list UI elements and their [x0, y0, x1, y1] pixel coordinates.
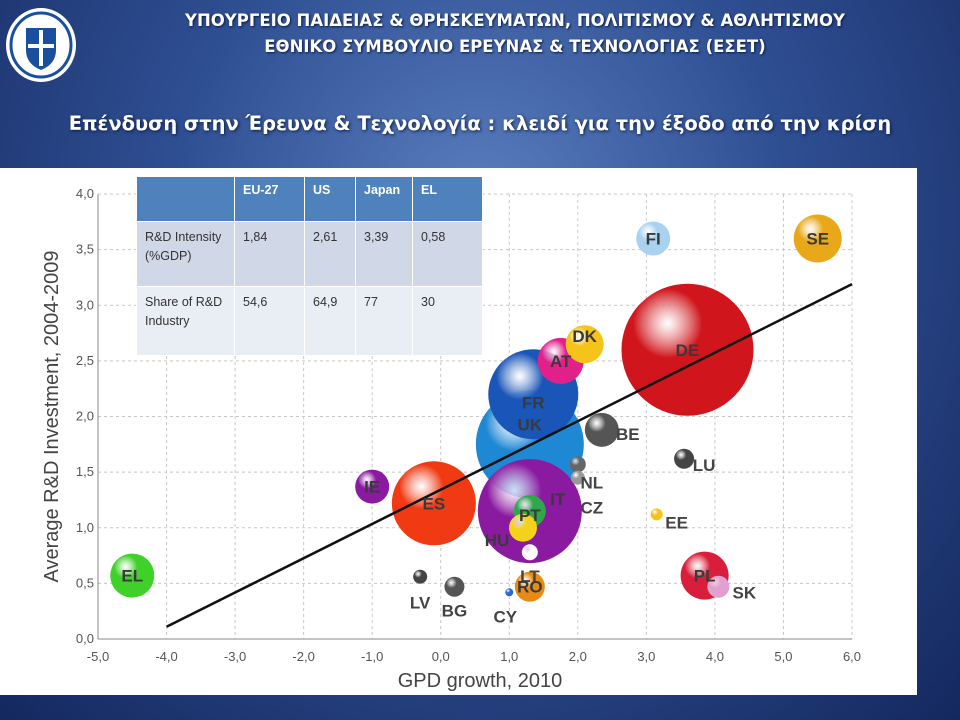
data-label-bg: BG	[442, 602, 468, 621]
x-tick-label: 6,0	[843, 649, 861, 664]
table-header-cell: EL	[412, 176, 483, 222]
data-label-lv: LV	[410, 594, 431, 613]
x-tick-label: -4,0	[155, 649, 177, 664]
x-tick-label: 0,0	[432, 649, 450, 664]
x-tick-label: -5,0	[87, 649, 109, 664]
x-tick-label: 2,0	[569, 649, 587, 664]
data-label-hu: HU	[485, 531, 510, 550]
bubble-hu	[508, 513, 537, 542]
bubble-cz	[570, 470, 585, 485]
bubble-ee	[650, 508, 663, 521]
table-row: Share of R&D Industry 54,6 64,9 77 30	[136, 286, 483, 356]
slide-title: Επένδυση στην Έρευνα & Τεχνολογία : κλει…	[68, 112, 892, 135]
data-label-el: EL	[121, 567, 143, 586]
bubble-el	[110, 553, 155, 598]
data-label-sk: SK	[733, 584, 757, 603]
data-label-pt: PT	[519, 506, 541, 525]
table-cell: 3,39	[355, 221, 413, 287]
data-label-ro: RO	[517, 578, 543, 597]
row-label: R&D Intensity (%GDP)	[136, 221, 235, 287]
data-label-it: IT	[550, 490, 566, 509]
rd-comparison-table: EU-27 US Japan EL R&D Intensity (%GDP) 1…	[136, 176, 483, 356]
x-tick-label: 5,0	[774, 649, 792, 664]
table-header-cell: US	[304, 176, 356, 222]
table-header-cell	[136, 176, 235, 222]
data-label-nl: NL	[580, 473, 603, 492]
bubble-ie	[355, 469, 390, 504]
x-tick-label: -1,0	[361, 649, 383, 664]
x-tick-label: 4,0	[706, 649, 724, 664]
ministry-header: ΥΠΟΥΡΓΕΙΟ ΠΑΙΔΕΙΑΣ & ΘΡΗΣΚΕΥΜΑΤΩΝ, ΠΟΛΙΤ…	[90, 8, 940, 60]
table-cell: 64,9	[304, 286, 356, 356]
data-label-dk: DK	[572, 327, 597, 346]
table-cell: 54,6	[234, 286, 305, 356]
y-tick-label: 1,0	[76, 520, 94, 535]
data-label-at: AT	[550, 352, 572, 371]
bubble-be	[584, 412, 619, 447]
data-label-ie: IE	[364, 478, 380, 497]
data-label-uk: UK	[518, 415, 543, 434]
y-tick-label: 1,5	[76, 464, 94, 479]
y-tick-label: 4,0	[76, 186, 94, 201]
header-line-1: ΥΠΟΥΡΓΕΙΟ ΠΑΙΔΕΙΑΣ & ΘΡΗΣΚΕΥΜΑΤΩΝ, ΠΟΛΙΤ…	[185, 11, 845, 30]
y-tick-label: 3,0	[76, 297, 94, 312]
data-label-es: ES	[423, 494, 446, 513]
data-label-fr: FR	[522, 393, 545, 412]
data-label-de: DE	[676, 341, 700, 360]
bubble-sk	[707, 575, 730, 598]
data-label-cy: CY	[493, 607, 517, 626]
row-label: Share of R&D Industry	[136, 286, 235, 356]
y-tick-label: 2,5	[76, 353, 94, 368]
table-cell: 2,61	[304, 221, 356, 287]
header-line-2: ΕΘΝΙΚΟ ΣΥΜΒΟΥΛΙΟ ΕΡΕΥΝΑΣ & ΤΕΧΝΟΛΟΓΙΑΣ (…	[264, 37, 766, 56]
table-row: R&D Intensity (%GDP) 1,84 2,61 3,39 0,58	[136, 221, 483, 287]
bubble-lv	[413, 569, 428, 584]
bubble-cy	[505, 588, 514, 597]
data-label-be: BE	[616, 425, 640, 444]
data-label-lt: LT	[520, 567, 540, 586]
bubble-lu	[674, 448, 695, 469]
x-tick-label: 3,0	[637, 649, 655, 664]
table-header-row: EU-27 US Japan EL	[136, 176, 483, 222]
y-tick-label: 0,5	[76, 575, 94, 590]
bubble-bg	[444, 576, 465, 597]
greek-state-seal-logo	[4, 6, 78, 84]
y-axis-label: Average R&D Investment, 2004-2009	[41, 250, 63, 582]
table-cell: 77	[355, 286, 413, 356]
y-tick-label: 0,0	[76, 631, 94, 646]
data-label-ee: EE	[665, 513, 688, 532]
x-tick-label: 1,0	[500, 649, 518, 664]
trend-line	[165, 282, 853, 628]
bubble-lt	[521, 544, 538, 561]
x-tick-label: -2,0	[292, 649, 314, 664]
x-axis-label: GPD growth, 2010	[398, 670, 563, 692]
table-cell: 1,84	[234, 221, 305, 287]
table-header-cell: Japan	[355, 176, 413, 222]
y-tick-label: 2,0	[76, 409, 94, 424]
bubble-se	[793, 214, 842, 263]
data-label-se: SE	[806, 230, 829, 249]
table-cell: 30	[412, 286, 483, 356]
data-label-lu: LU	[693, 456, 716, 475]
bubble-fi	[636, 221, 671, 256]
bubble-chart: -5,0 -4,0 -3,0 -2,0 -1,0 0,0 1,0 2,0 3,0 4,0 5,0 6,…	[41, 186, 861, 692]
x-tick-label: -3,0	[224, 649, 246, 664]
bubble-ro	[514, 571, 545, 602]
table-cell: 0,58	[412, 221, 483, 287]
bubble-nl	[569, 456, 586, 473]
data-label-cz: CZ	[580, 499, 603, 518]
data-label-fi: FI	[646, 230, 661, 249]
y-tick-label: 3,5	[76, 242, 94, 257]
table-header-cell: EU-27	[234, 176, 305, 222]
data-label-pl: PL	[694, 567, 716, 586]
bubble-dk	[565, 325, 604, 364]
